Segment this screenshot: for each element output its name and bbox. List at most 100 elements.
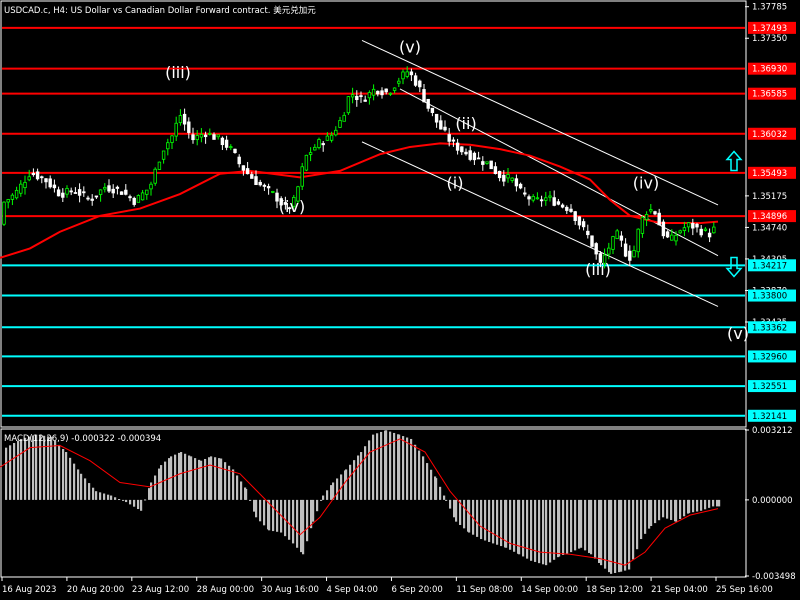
macd-histogram-bar [580, 499, 583, 548]
candle-bull [640, 216, 645, 234]
candle-bear [287, 207, 292, 210]
macd-histogram-bar [118, 499, 121, 501]
candle-bear [413, 75, 418, 86]
level-tag-support [748, 380, 796, 393]
price-tick-label: 1.34740 [752, 223, 787, 233]
candle-bull [19, 183, 23, 194]
candle-bear [569, 208, 573, 212]
candle-bull [170, 135, 174, 143]
candle-bull [10, 194, 15, 200]
time-axis[interactable]: 16 Aug 2023 20 Aug 20:00 23 Aug 12:00 28 Au… [1, 577, 773, 595]
candle-bear [132, 197, 136, 205]
macd-histogram-bar [372, 434, 375, 500]
wave-label: (iv) [279, 197, 305, 216]
macd-histogram-bar [194, 458, 197, 500]
candle-bull [149, 183, 153, 190]
candle-bear [224, 139, 229, 148]
macd-histogram-bar [224, 462, 227, 500]
macd-histogram-bar [249, 499, 252, 501]
candle-bear [363, 99, 367, 102]
candle-bear [707, 232, 712, 238]
candle-bear [283, 202, 288, 205]
candle-bull [401, 71, 405, 80]
candle-bear [695, 223, 699, 228]
candle-bear [665, 231, 670, 238]
macd-histogram-bar [594, 499, 597, 559]
candle-bear [556, 201, 561, 205]
macd-histogram-bar [174, 454, 177, 500]
candle-bear [594, 243, 598, 255]
candle-bear [472, 152, 477, 161]
candle-bear [560, 204, 565, 208]
macd-histogram-bar [54, 440, 57, 500]
macd-histogram-bar [534, 499, 537, 562]
candle-bear [237, 156, 241, 165]
candle-bear [52, 184, 57, 189]
macd-histogram-bar [574, 499, 577, 551]
candle-bull [397, 80, 401, 84]
candle-bear [359, 95, 363, 98]
macd-histogram-bar [255, 499, 258, 518]
macd-histogram-bar [389, 431, 392, 500]
candle-bear [115, 186, 120, 189]
level-tag-support [748, 409, 796, 422]
macd-histogram-bar [459, 499, 462, 525]
macd-histogram-bar [47, 436, 50, 500]
chart-title: USDCAD.c, H4: US Dollar vs Canadian Doll… [4, 5, 316, 16]
candle-bear [56, 189, 61, 197]
candle-bear [657, 212, 661, 226]
candle-bear [245, 168, 250, 175]
time-tick-label: 23 Aug 12:00 [132, 585, 189, 595]
candle-bear [476, 157, 481, 160]
macd-histogram-bar [80, 473, 83, 500]
candle-bear [82, 191, 86, 194]
macd-histogram-bar [218, 458, 221, 500]
macd-histogram-bar [253, 499, 256, 512]
macd-histogram-bar [675, 499, 678, 522]
macd-histogram-bar [644, 499, 647, 534]
candle-bull [178, 115, 183, 124]
macd-histogram-bar [259, 499, 262, 522]
candle-bear [451, 139, 456, 142]
macd-histogram-bar [476, 499, 479, 537]
macd-histogram-bar [628, 499, 631, 570]
candle-bull [674, 234, 678, 242]
macd-histogram-bar [480, 499, 483, 540]
price-tick-label: 1.37785 [752, 3, 787, 13]
price-tick-label: 1.37350 [752, 34, 787, 44]
candle-bear [233, 148, 237, 153]
candle-bull [510, 177, 514, 181]
down-arrow-icon [725, 256, 743, 278]
time-tick-label: 14 Sep 00:00 [521, 585, 578, 595]
level-tag-support [748, 350, 796, 363]
macd-histogram-bar [618, 499, 621, 573]
macd-histogram-bar [148, 488, 151, 500]
macd-histogram-bar [9, 445, 12, 500]
candle-bull [292, 196, 296, 207]
candle-bull [27, 176, 31, 181]
macd-histogram-bar [542, 499, 545, 565]
wave-label: (iv) [633, 173, 659, 192]
level-tag-support [748, 259, 796, 272]
macd-histogram-bar [588, 499, 591, 553]
macd-tick-label: -0.003498 [752, 572, 796, 582]
macd-histogram-bar [65, 452, 68, 500]
candle-bear [191, 134, 195, 141]
macd-histogram-bar [364, 446, 367, 500]
candle-bull [136, 195, 141, 203]
macd-histogram-bar [658, 499, 661, 521]
candle-bull [140, 192, 145, 201]
macd-tick-label: 0.003212 [752, 426, 793, 436]
macd-histogram-bar [178, 452, 181, 500]
level-tag-resistance [748, 87, 796, 100]
macd-histogram-bar [140, 499, 143, 511]
candle-bear [262, 184, 267, 187]
candle-bull [678, 230, 682, 234]
macd-histogram-bar [103, 493, 106, 500]
macd-histogram-bar [316, 499, 319, 512]
candle-bull [611, 236, 615, 250]
candle-bull [199, 134, 204, 138]
time-tick-label: 21 Sep 04:00 [651, 585, 708, 595]
macd-histogram-bar [220, 458, 223, 500]
